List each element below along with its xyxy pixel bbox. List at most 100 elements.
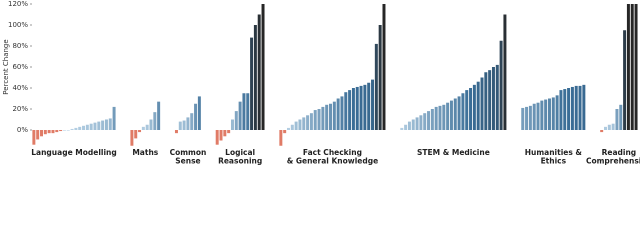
bar	[55, 130, 59, 133]
y-tick-label: 20%	[12, 105, 28, 113]
bar	[570, 86, 574, 130]
bar	[78, 126, 82, 130]
bar	[130, 130, 134, 146]
y-tick-label: 100%	[8, 21, 28, 29]
bar	[313, 110, 317, 130]
bar	[457, 96, 461, 130]
bar	[47, 130, 51, 134]
bar	[411, 119, 415, 130]
bar	[476, 81, 480, 130]
bar	[382, 4, 386, 130]
group-label: Fact Checking	[303, 148, 362, 157]
bar	[51, 130, 55, 134]
bar	[242, 93, 246, 130]
chart: Percent Change 0% 20% 40% 60% 80% 100% 120% Lan…	[2, 0, 640, 166]
bar	[85, 124, 89, 130]
bar	[499, 40, 503, 130]
bar	[112, 106, 116, 130]
bar	[194, 103, 198, 130]
bar	[36, 130, 40, 140]
group-label: STEM & Medicine	[417, 148, 490, 157]
bar	[423, 113, 427, 130]
bar	[186, 117, 190, 130]
bar	[555, 95, 559, 130]
group-label: Ethics	[541, 157, 567, 166]
bar	[371, 79, 375, 130]
bar	[344, 92, 348, 130]
bar	[615, 109, 619, 130]
bar	[325, 104, 329, 130]
bar	[246, 93, 250, 130]
bar	[363, 84, 367, 130]
y-tick-label: 0%	[17, 126, 28, 134]
group-label: Language Modelling	[31, 148, 117, 157]
bar	[234, 111, 238, 130]
bar	[488, 70, 492, 130]
bar	[321, 106, 325, 130]
bar	[374, 43, 378, 130]
bar	[532, 103, 536, 130]
bar	[283, 130, 287, 134]
bar	[93, 122, 97, 130]
bar	[480, 77, 484, 130]
bar	[574, 85, 578, 130]
bar	[66, 130, 70, 131]
group-label: Reading	[602, 148, 637, 157]
bar	[40, 130, 44, 137]
bar	[563, 89, 567, 130]
bar	[465, 90, 469, 130]
bar	[461, 93, 465, 130]
bar	[551, 97, 555, 130]
bar	[559, 90, 563, 130]
bar	[367, 82, 371, 130]
bar	[453, 98, 457, 130]
y-tick-label: 120%	[8, 0, 28, 8]
bar	[97, 121, 101, 130]
bar	[619, 104, 623, 130]
bar	[149, 119, 153, 130]
group-label: Reasoning	[218, 157, 262, 166]
bar	[427, 111, 431, 130]
bar	[336, 98, 340, 130]
bar	[329, 103, 332, 130]
bar	[484, 72, 488, 130]
bar	[582, 84, 586, 130]
group-label: & General Knowledge	[287, 157, 378, 166]
bar	[623, 30, 627, 130]
bar	[536, 102, 540, 130]
bar	[43, 130, 47, 135]
group-label: Common	[170, 148, 207, 157]
bar	[253, 25, 257, 130]
bar	[108, 118, 112, 130]
bar	[306, 115, 310, 130]
bar	[472, 84, 476, 130]
bar	[604, 126, 607, 130]
bar	[70, 128, 74, 130]
bar	[430, 109, 434, 130]
group-label: Logical	[225, 148, 255, 157]
bar	[378, 25, 382, 130]
bar	[197, 96, 201, 130]
bar	[257, 14, 261, 130]
bar	[540, 100, 544, 130]
bar	[89, 123, 93, 130]
bar	[62, 130, 66, 131]
bar	[626, 4, 630, 130]
bar	[138, 130, 142, 133]
bar	[298, 119, 302, 130]
bar	[446, 102, 450, 130]
bar	[32, 130, 36, 145]
bar	[153, 112, 157, 130]
bar	[302, 117, 306, 130]
bar	[190, 113, 194, 130]
bar	[174, 130, 178, 134]
bar	[286, 127, 290, 130]
group-label: Humanities &	[525, 148, 583, 157]
y-tick-label: 60%	[12, 63, 28, 71]
bar	[442, 104, 446, 130]
bar	[261, 4, 265, 130]
bar	[145, 124, 149, 130]
bar	[238, 101, 242, 130]
bar	[404, 124, 408, 130]
bar	[400, 127, 404, 130]
